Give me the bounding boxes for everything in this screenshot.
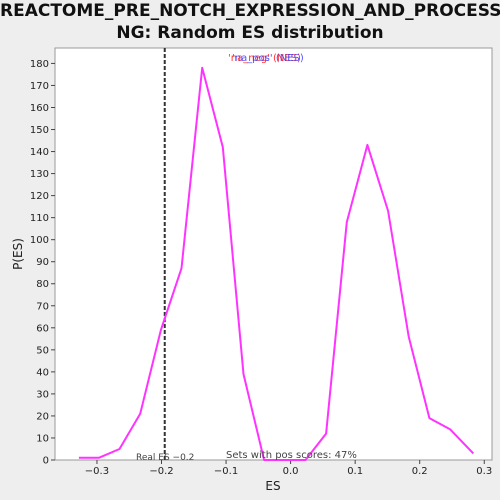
y-tick-label: 160 — [30, 103, 49, 114]
y-tick-label: 70 — [36, 301, 49, 312]
real-es-label: Real ES −0.2 — [136, 453, 194, 463]
y-tick-label: 80 — [36, 279, 49, 290]
y-tick-label: 40 — [36, 367, 49, 378]
plot-marks — [78, 48, 475, 461]
y-tick-label: 60 — [36, 323, 49, 334]
pos-scores-label: Sets with pos scores: 47% — [226, 450, 357, 461]
y-tick-label: 10 — [36, 433, 49, 444]
legend-label-neg: 'na_neg' (NES) — [228, 53, 301, 64]
x-axis: −0.3 −0.2 −0.1 0.0 0.1 0.2 0.3 — [85, 460, 492, 477]
y-tick-label: 90 — [36, 257, 49, 268]
y-axis: 0 10 20 30 40 50 60 70 80 90 100 110 120 130 140 150 160… — [30, 59, 55, 467]
chart-title-line-2: NG: Random ES distribution — [116, 23, 384, 43]
legend-label-pos: 'na_pos' (NES) — [232, 53, 304, 64]
y-tick-label: 140 — [30, 147, 49, 158]
y-tick-label: 180 — [30, 59, 49, 70]
y-tick-label: 50 — [36, 345, 49, 356]
x-tick-label: −0.3 — [85, 466, 109, 477]
x-tick-label: 0.3 — [476, 466, 492, 477]
y-tick-label: 20 — [36, 411, 49, 422]
x-tick-label: −0.2 — [149, 466, 173, 477]
es-distribution-line — [78, 66, 475, 461]
chart-title-line-1: REACTOME_PRE_NOTCH_EXPRESSION_AND_PROCES… — [0, 1, 500, 21]
y-tick-label: 130 — [30, 169, 49, 180]
y-tick-label: 100 — [30, 235, 49, 246]
x-tick-label: 0.0 — [283, 466, 299, 477]
y-tick-label: 30 — [36, 389, 49, 400]
y-tick-label: 150 — [30, 125, 49, 136]
x-tick-label: −0.1 — [214, 466, 238, 477]
x-tick-label: 0.1 — [347, 466, 363, 477]
x-tick-label: 0.2 — [412, 466, 428, 477]
y-tick-label: 170 — [30, 81, 49, 92]
y-tick-label: 0 — [43, 456, 49, 467]
x-axis-label: ES — [265, 479, 280, 493]
y-tick-label: 110 — [30, 213, 49, 224]
y-tick-label: 120 — [30, 191, 49, 202]
y-axis-label: P(ES) — [11, 238, 25, 270]
plot-background — [54, 47, 493, 461]
